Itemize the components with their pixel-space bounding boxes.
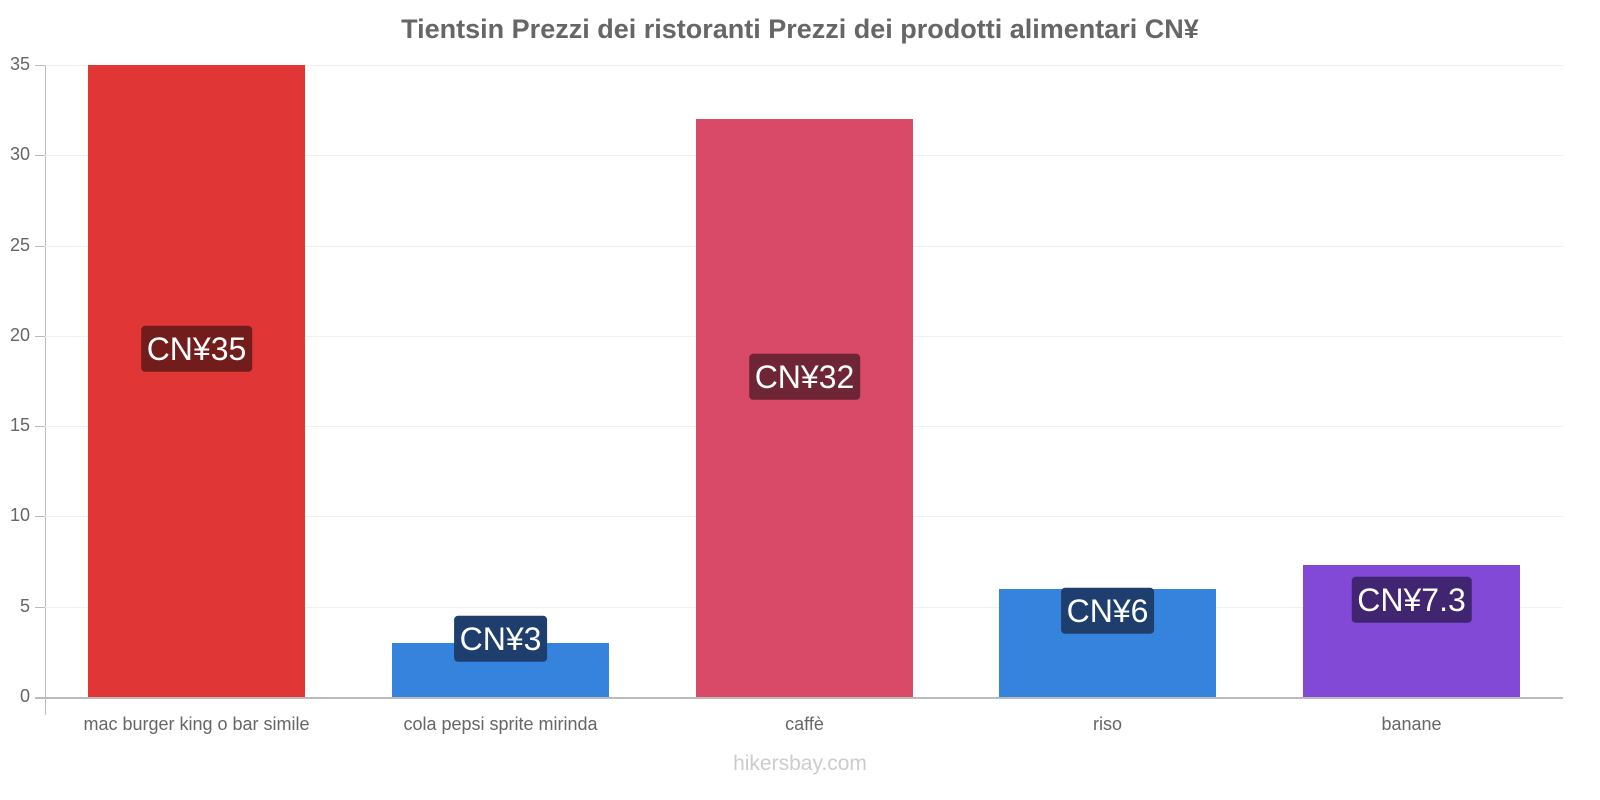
y-tick-mark [35,516,45,518]
y-tick-label: 0 [19,686,30,706]
bar-value-label: CN¥32 [748,353,861,401]
watermark: hikersbay.com [733,752,867,775]
y-tick-label: 30 [9,144,30,165]
y-tick-label: 20 [9,324,30,345]
y-tick-mark [35,64,45,66]
y-tick-mark [35,245,45,247]
x-axis-line [35,697,1563,699]
x-category-label: banane [1381,714,1442,734]
y-tick-mark [35,155,45,157]
gridline [45,64,1563,66]
y-tick-label: 5 [19,595,30,616]
x-category-label: caffè [785,714,824,734]
bar-value-label: CN¥3 [453,615,548,663]
chart-title: Tientsin Prezzi dei ristoranti Prezzi de… [401,14,1199,44]
y-tick-mark [35,335,45,337]
y-tick-label: 35 [9,53,30,74]
y-tick-label: 25 [9,234,30,255]
bar[interactable] [88,64,305,697]
bar-value-label: CN¥35 [140,325,253,373]
y-tick-mark [35,606,45,608]
x-category-label: cola pepsi sprite mirinda [403,714,598,734]
y-tick-label: 10 [9,505,30,526]
bar-value-label: CN¥6 [1060,587,1155,635]
y-tick-mark [35,426,45,428]
y-axis-line [45,65,46,715]
bar[interactable] [696,119,913,697]
x-category-label: riso [1092,714,1123,734]
x-category-label: mac burger king o bar simile [83,714,310,734]
y-tick-label: 15 [9,415,30,436]
bar-value-label: CN¥7.3 [1351,576,1472,624]
